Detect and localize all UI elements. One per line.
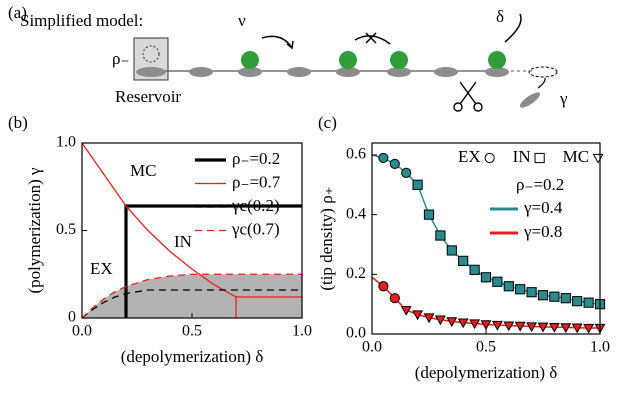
marker	[491, 320, 503, 331]
x-tick-label: 0.0	[72, 323, 92, 340]
legend-label: IN	[513, 147, 531, 166]
legend-marker	[534, 152, 545, 164]
y-tick-label: 0	[68, 309, 76, 326]
y-tick-label: 1.0	[56, 134, 76, 151]
y-tick-label: 0.2	[346, 265, 366, 282]
marker	[560, 323, 572, 334]
poly-arrow	[537, 77, 546, 89]
region-label: EX	[90, 259, 113, 278]
marker	[457, 318, 469, 329]
marker	[583, 323, 595, 334]
region-label: IN	[174, 232, 192, 251]
panel-label: (c)	[318, 113, 337, 132]
marker	[503, 321, 515, 332]
marker	[583, 297, 594, 308]
panel-label: (b)	[8, 113, 28, 132]
series-line	[81, 142, 302, 318]
marker	[401, 167, 412, 178]
marker	[492, 276, 503, 287]
scissors	[453, 81, 483, 112]
marker	[572, 296, 583, 307]
x-tick-label: 0.5	[476, 339, 496, 356]
marker	[412, 179, 423, 190]
marker	[378, 152, 389, 164]
rate-label: γ	[559, 89, 568, 108]
y-tick-label: 0.6	[346, 146, 366, 163]
rate-label: δ	[496, 7, 504, 26]
legend-label: ρ₋=0.7	[232, 172, 281, 191]
marker	[389, 158, 400, 169]
y-tick-label: 0.5	[56, 221, 76, 238]
marker	[548, 322, 560, 333]
marker	[412, 310, 424, 321]
marker	[389, 293, 400, 304]
arrow-head	[286, 40, 294, 50]
diagram-title: Simplified model:	[20, 11, 143, 30]
x-axis-label: (depolymerization) δ	[415, 363, 558, 382]
y-tick-label: 0.0	[346, 325, 366, 342]
marker	[446, 245, 457, 256]
sites	[136, 67, 509, 77]
legend-label: γc(0.7)	[231, 219, 280, 238]
marker	[549, 291, 560, 302]
region-label: MC	[130, 161, 156, 180]
legend-marker	[592, 153, 604, 164]
block-cross	[365, 32, 377, 44]
marker	[458, 255, 469, 266]
x-tick-label: 1.0	[590, 339, 610, 356]
depoly-arrow	[504, 13, 522, 43]
legend-marker	[484, 152, 495, 164]
legend-label: γ=0.4	[523, 198, 563, 217]
marker	[423, 313, 435, 324]
marker	[378, 281, 389, 292]
marker	[514, 321, 526, 332]
legend-label: MC	[563, 147, 589, 166]
marker	[526, 287, 537, 298]
marker	[423, 209, 435, 220]
marker	[469, 264, 480, 275]
marker	[526, 322, 538, 333]
y-axis-label: (polymerization) γ	[25, 167, 44, 293]
marker	[469, 319, 481, 330]
series-line	[81, 273, 302, 319]
x-tick-label: 1.0	[292, 323, 312, 340]
reservoir-label: Reservoir	[115, 87, 181, 106]
marker	[571, 323, 583, 334]
y-tick-label: 0.4	[346, 205, 366, 222]
marker	[537, 290, 549, 301]
marker	[400, 305, 412, 316]
marker	[434, 315, 446, 326]
move-arrow	[261, 35, 293, 49]
rate-label: ν	[238, 11, 246, 30]
y-axis-label: (tip density) ρ₊	[317, 186, 336, 290]
legend-title: ρ₋=0.2	[516, 175, 564, 194]
x-tick-label: 0.5	[182, 323, 202, 340]
marker	[537, 322, 549, 333]
marker	[503, 281, 514, 292]
reservoir-symbol: ρ₋	[112, 49, 129, 68]
particles	[241, 51, 506, 69]
panel-label: (a)	[8, 3, 27, 22]
series-line	[81, 289, 302, 319]
marker	[435, 230, 446, 241]
new-site	[528, 66, 558, 78]
legend-label: ρ₋=0.2	[232, 149, 280, 168]
marker	[515, 284, 526, 295]
legend-label: γc(0.2)	[231, 196, 280, 215]
reservoir-site	[142, 45, 160, 63]
x-axis-label: (depolymerization) δ	[121, 347, 264, 366]
legend-label: EX	[458, 147, 481, 166]
marker	[560, 293, 571, 304]
shaded-area	[82, 274, 302, 318]
marker	[480, 272, 492, 283]
marker	[446, 317, 458, 328]
marker	[480, 320, 492, 331]
free-subunit	[519, 92, 541, 108]
legend-label: γ=0.8	[523, 222, 562, 241]
model-diagram: (a) Simplified model: ρ₋ Reservoir ν δ	[8, 3, 568, 112]
x-tick-label: 0.0	[362, 339, 382, 356]
